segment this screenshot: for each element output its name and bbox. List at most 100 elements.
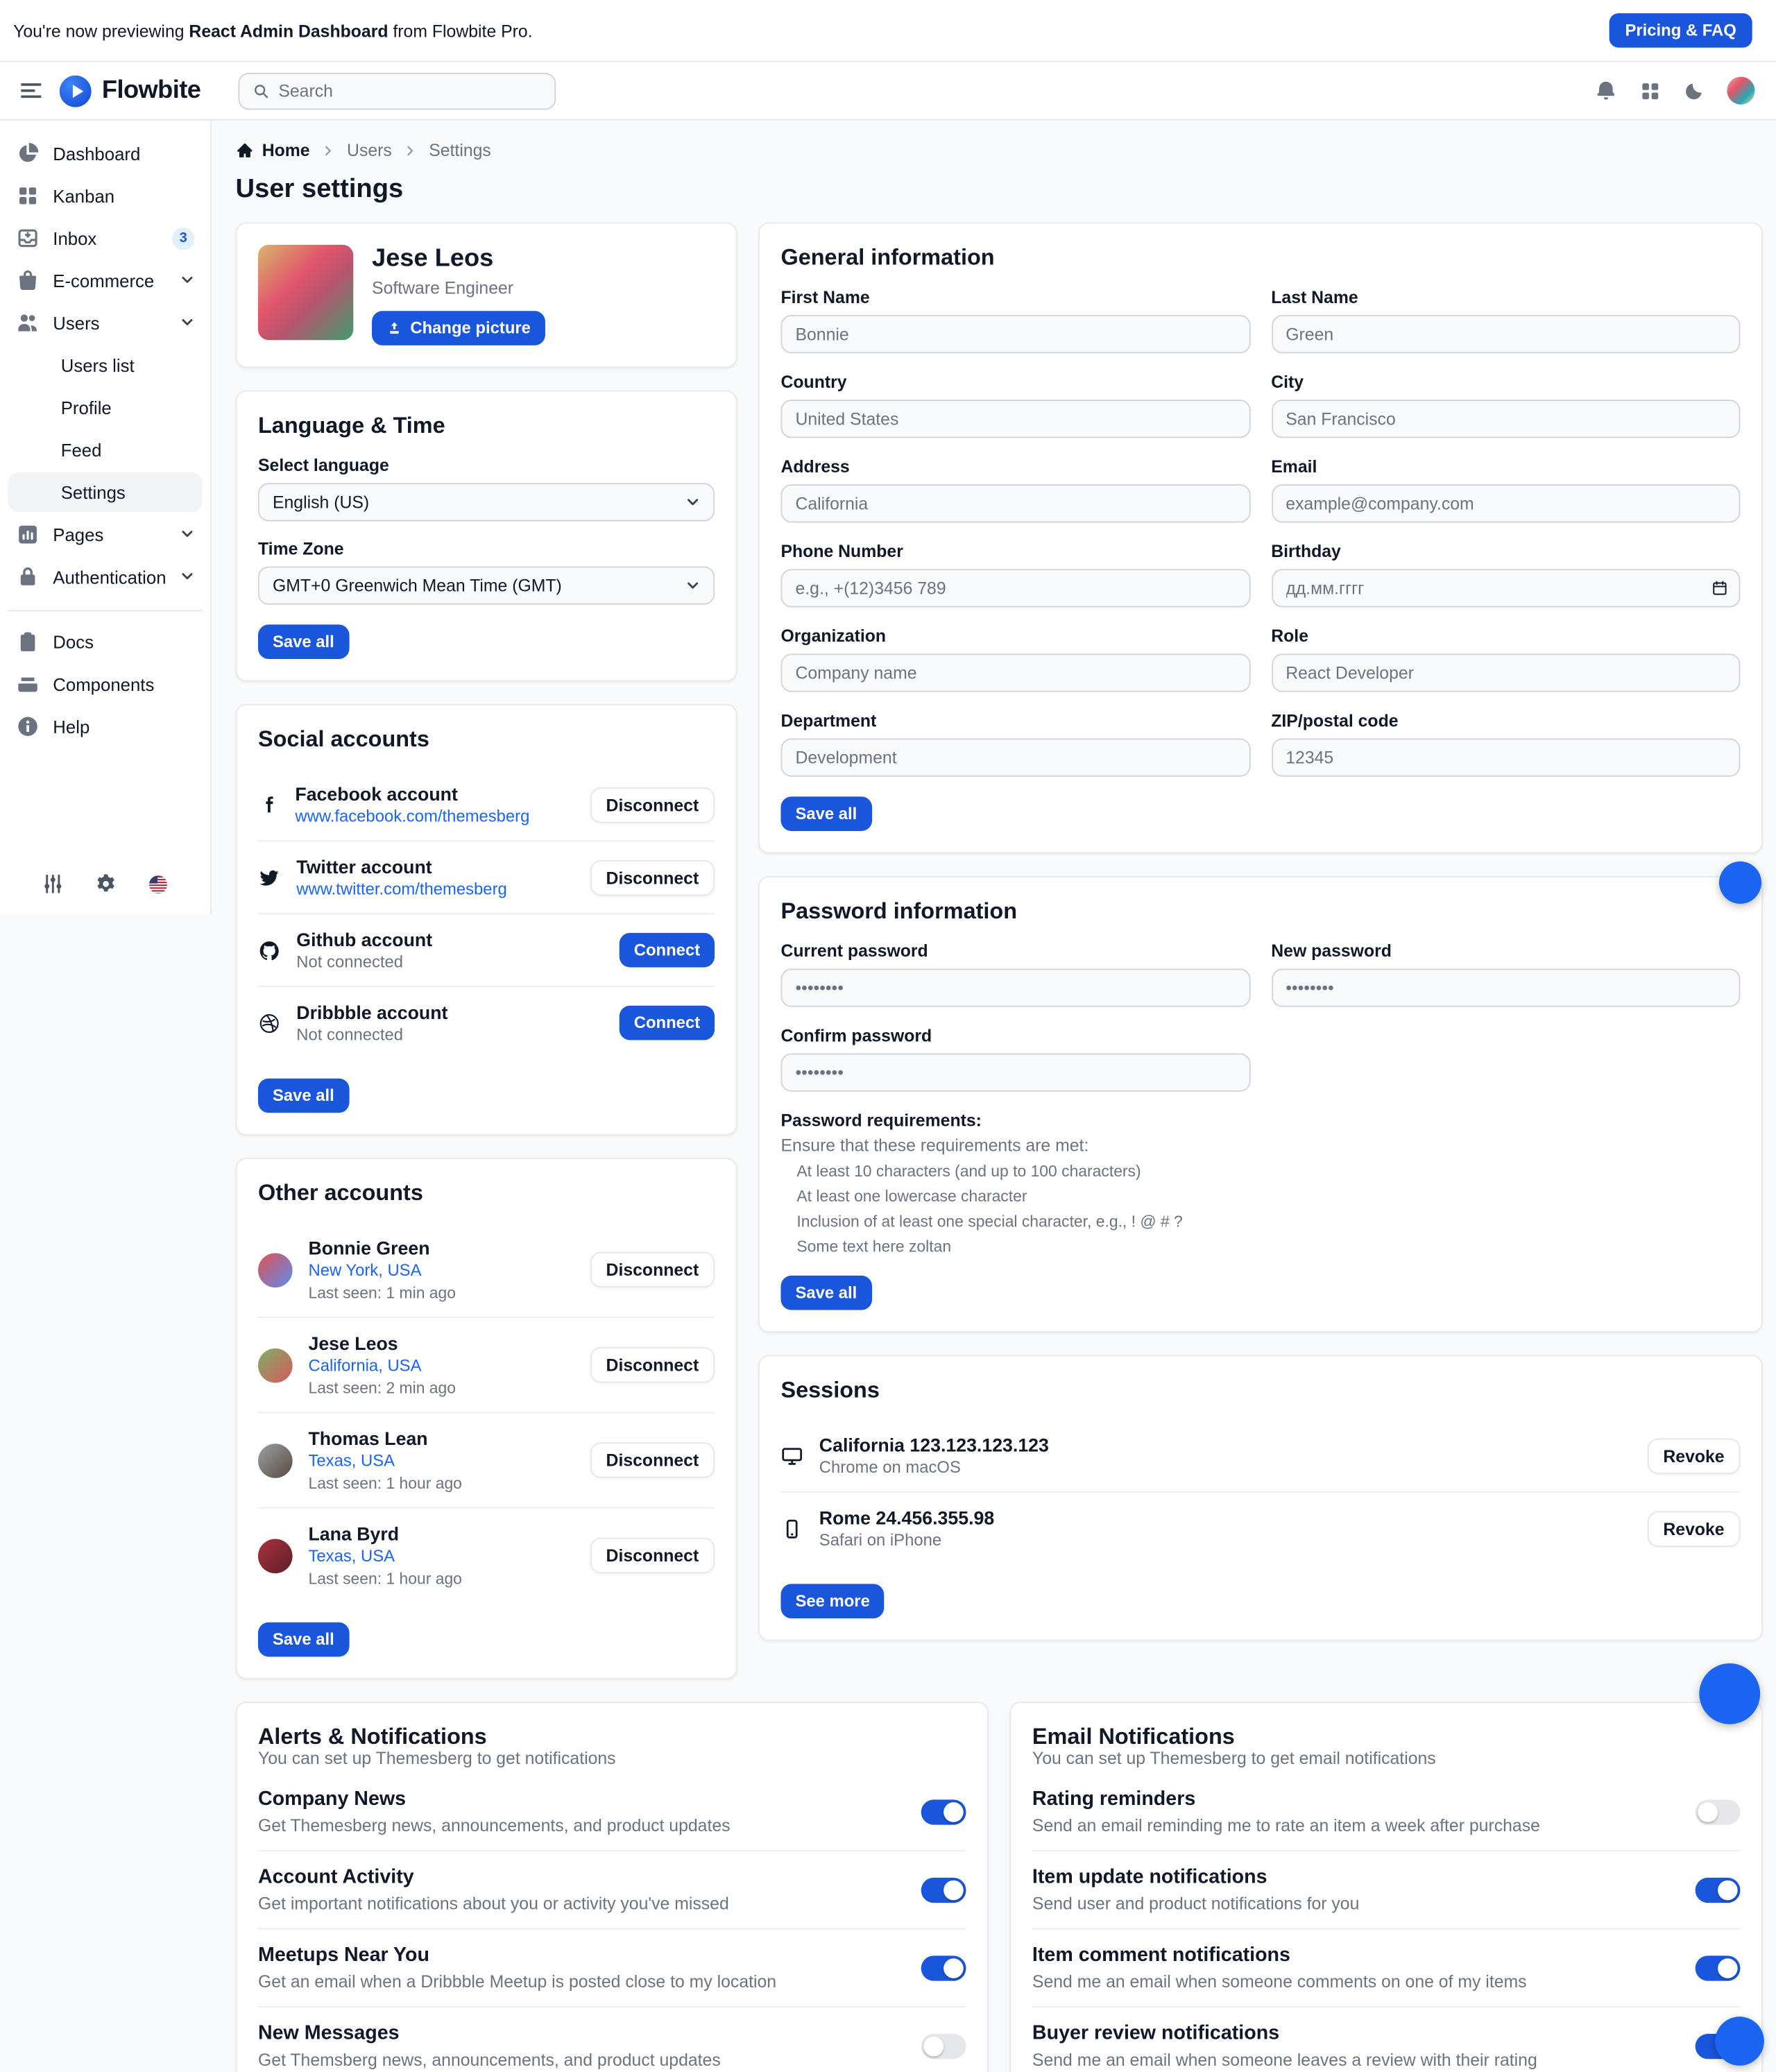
disconnect-button[interactable]: Disconnect	[590, 787, 715, 823]
timezone-select[interactable]: GMT+0 Greenwich Mean Time (GMT)	[257, 566, 715, 605]
apps-grid-icon[interactable]	[1640, 80, 1662, 101]
connect-button[interactable]: Connect	[619, 1005, 715, 1041]
card-title: Other accounts	[257, 1180, 423, 1206]
current-password-input[interactable]	[780, 968, 1250, 1007]
email-input[interactable]	[1271, 484, 1741, 523]
sidebar-item-components[interactable]: Components	[8, 665, 202, 704]
sidebar-item-kanban[interactable]: Kanban	[8, 176, 202, 216]
avatar	[257, 1347, 293, 1382]
hamburger-menu-icon[interactable]	[19, 78, 44, 103]
country-input[interactable]	[780, 400, 1250, 438]
sidebar-item-feed[interactable]: Feed	[60, 440, 102, 460]
user-avatar[interactable]	[1727, 76, 1755, 105]
new-messages-toggle[interactable]	[921, 2033, 966, 2059]
search-icon	[254, 84, 268, 98]
chart-bar-icon	[19, 525, 37, 544]
meetups-near-you-toggle[interactable]	[921, 1955, 966, 1980]
search-box[interactable]	[237, 71, 556, 110]
save-all-button[interactable]: Save all	[257, 624, 349, 659]
dark-mode-moon-icon[interactable]	[1683, 80, 1705, 101]
floating-action-button[interactable]	[1715, 2017, 1764, 2066]
location-link[interactable]: Texas, USA	[308, 1451, 395, 1471]
revoke-button[interactable]: Revoke	[1647, 1510, 1741, 1547]
role-input[interactable]	[1271, 653, 1741, 692]
save-all-button[interactable]: Save all	[257, 1078, 349, 1113]
save-all-button[interactable]: Save all	[780, 796, 872, 831]
chevron-down-icon	[180, 524, 194, 545]
department-input[interactable]	[780, 738, 1250, 777]
home-icon	[237, 142, 253, 157]
social-accounts-card: Social accounts Facebook account www.fac…	[235, 703, 737, 1136]
chevron-right-icon	[407, 145, 413, 155]
pricing-faq-button[interactable]: Pricing & FAQ	[1609, 13, 1752, 48]
general-information-card: General information First Name Last Name…	[758, 222, 1763, 854]
floating-action-button[interactable]	[1718, 861, 1762, 904]
language-select[interactable]: English (US)	[257, 483, 715, 522]
last-name-input[interactable]	[1271, 315, 1741, 354]
sidebar-item-dashboard[interactable]: Dashboard	[8, 134, 202, 173]
rating-reminders-toggle[interactable]	[1695, 1799, 1741, 1824]
flowbite-logo[interactable]: Flowbite	[59, 74, 201, 107]
disconnect-button[interactable]: Disconnect	[590, 859, 715, 896]
sidebar-item-ecommerce[interactable]: E-commerce	[8, 261, 202, 300]
connect-button[interactable]: Connect	[619, 932, 715, 968]
sidebar-item-authentication[interactable]: Authentication	[8, 557, 202, 597]
item-comment-notifications-toggle[interactable]	[1695, 1955, 1741, 1980]
zip-input[interactable]	[1271, 738, 1741, 777]
disconnect-button[interactable]: Disconnect	[590, 1537, 715, 1574]
calendar-icon	[1713, 581, 1727, 595]
birthday-input[interactable]	[1271, 569, 1741, 608]
sidebar-item-inbox[interactable]: Inbox 3	[8, 219, 202, 258]
sidebar-item-help[interactable]: Help	[8, 707, 202, 746]
sidebar-item-settings[interactable]: Settings	[8, 472, 203, 513]
notification-row: Meetups Near You Get an email when a Dri…	[257, 1928, 966, 2006]
revoke-button[interactable]: Revoke	[1647, 1437, 1741, 1474]
see-more-button[interactable]: See more	[780, 1584, 885, 1618]
notifications-bell-icon[interactable]	[1595, 79, 1617, 101]
chevron-down-icon	[180, 313, 194, 333]
chevron-down-icon	[180, 567, 194, 587]
search-input[interactable]	[278, 80, 541, 101]
sidebar-item-users-list[interactable]: Users list	[60, 355, 135, 375]
phone-input[interactable]	[780, 569, 1250, 608]
disconnect-button[interactable]: Disconnect	[590, 1346, 715, 1383]
language-time-card: Language & Time Select language English …	[235, 390, 737, 682]
floating-action-button[interactable]	[1699, 1663, 1761, 1724]
lock-icon	[20, 567, 35, 585]
sidebar-item-pages[interactable]: Pages	[8, 515, 202, 554]
card-title: Language & Time	[257, 413, 445, 438]
adjustments-icon[interactable]	[41, 872, 65, 896]
requirement-item: Some text here zoltan	[796, 1237, 952, 1256]
first-name-input[interactable]	[780, 315, 1250, 354]
new-password-input[interactable]	[1271, 968, 1741, 1007]
github-icon	[259, 941, 279, 960]
save-all-button[interactable]: Save all	[257, 1622, 349, 1657]
avatar	[257, 1538, 293, 1573]
confirm-password-input[interactable]	[780, 1053, 1250, 1092]
sidebar-item-docs[interactable]: Docs	[8, 622, 202, 662]
timezone-label: Time Zone	[257, 538, 344, 559]
city-input[interactable]	[1271, 400, 1741, 438]
gear-icon[interactable]	[94, 872, 117, 896]
breadcrumb-home[interactable]: Home	[236, 140, 310, 160]
left-column: Jese Leos Software Engineer Change pictu…	[235, 222, 737, 1679]
alerts-notifications-card: Alerts & Notifications You can set up Th…	[235, 1702, 989, 2072]
organization-input[interactable]	[780, 653, 1250, 692]
change-picture-button[interactable]: Change picture	[372, 311, 545, 345]
disconnect-button[interactable]: Disconnect	[590, 1251, 715, 1288]
account-activity-toggle[interactable]	[921, 1876, 966, 1903]
us-flag-icon[interactable]	[147, 873, 169, 895]
sidebar-item-profile[interactable]: Profile	[60, 397, 112, 418]
location-link[interactable]: Texas, USA	[308, 1546, 395, 1566]
breadcrumb-users[interactable]: Users	[347, 140, 392, 160]
twitter-link[interactable]: www.twitter.com/themesberg	[296, 880, 507, 899]
address-input[interactable]	[780, 484, 1250, 523]
location-link[interactable]: California, USA	[308, 1356, 422, 1375]
facebook-link[interactable]: www.facebook.com/themesberg	[295, 807, 530, 826]
location-link[interactable]: New York, USA	[308, 1260, 422, 1280]
item-update-notifications-toggle[interactable]	[1695, 1876, 1741, 1903]
sidebar-item-users[interactable]: Users	[8, 303, 202, 343]
save-all-button[interactable]: Save all	[780, 1275, 872, 1310]
disconnect-button[interactable]: Disconnect	[590, 1442, 715, 1478]
company-news-toggle[interactable]	[921, 1799, 966, 1824]
